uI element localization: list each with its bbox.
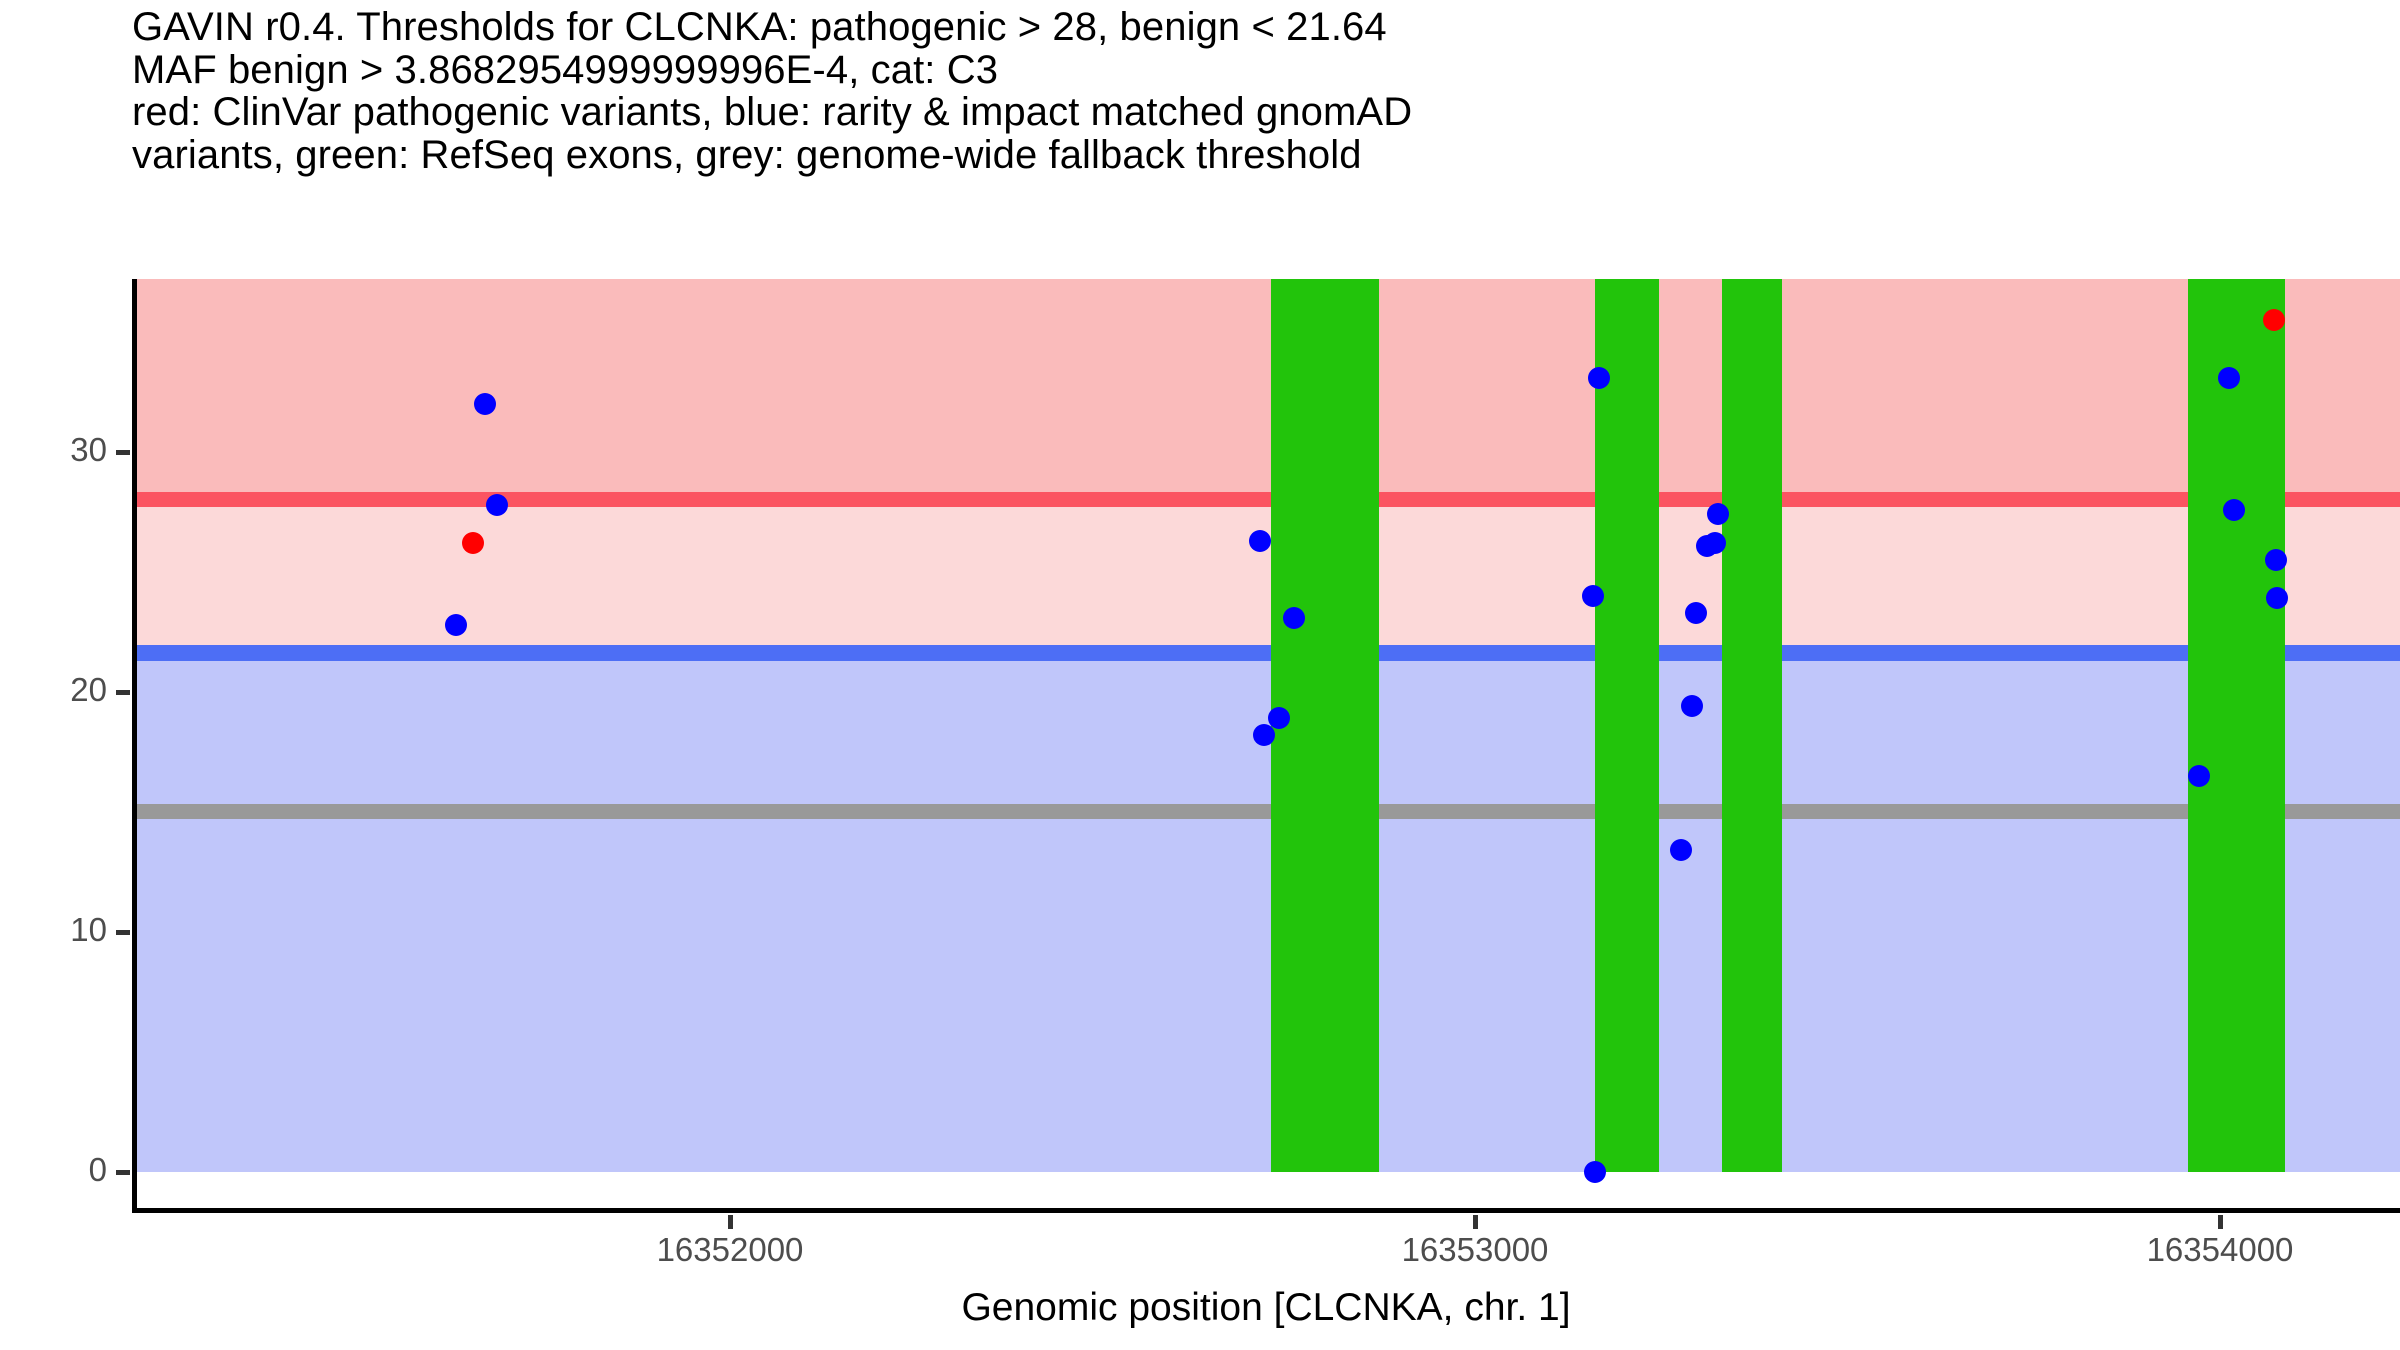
data-point-gnomad[interactable] [1267,707,1290,730]
data-point-gnomad[interactable] [485,493,508,516]
data-point-gnomad[interactable] [2264,549,2287,571]
data-point-gnomad[interactable] [1670,839,1693,862]
band-ambiguous [137,507,2400,653]
y-tick-mark [116,1170,130,1175]
data-point-gnomad[interactable] [1582,585,1605,607]
y-tick-label: 0 [88,1151,107,1188]
plot-panel [132,279,2400,1213]
data-point-pathogenic[interactable] [2263,309,2286,331]
x-tick-label: 16352000 [656,1231,804,1268]
data-point-gnomad[interactable] [2266,587,2289,610]
data-point-gnomad[interactable] [1584,1161,1607,1183]
band-pathogenic [137,279,2400,500]
data-point-gnomad[interactable] [1685,601,1708,624]
y-tick-label: 30 [70,431,107,468]
data-point-gnomad[interactable] [1282,606,1305,629]
y-tick-label: 20 [70,671,107,708]
data-point-gnomad[interactable] [1252,724,1275,747]
exon-bar [1271,279,1380,1172]
data-point-gnomad[interactable] [444,613,467,636]
title-line-4: variants, green: RefSeq exons, grey: gen… [132,132,1362,177]
data-point-gnomad[interactable] [474,393,497,415]
y-tick-mark [116,690,130,695]
title-line-1: GAVIN r0.4. Thresholds for CLCNKA: patho… [132,5,1387,49]
data-point-gnomad[interactable] [1707,503,1730,526]
data-point-gnomad[interactable] [2187,765,2210,787]
title-line-3: red: ClinVar pathogenic variants, blue: … [132,90,1413,134]
y-tick-mark [116,930,130,935]
y-tick-label: 10 [70,911,107,948]
y-tick-mark [116,450,130,455]
x-axis-title: Genomic position [CLCNKA, chr. 1] [961,1286,1571,1329]
x-tick-label: 16354000 [2146,1231,2294,1268]
title-line-2: MAF benign > 3.8682954999999996E-4, cat:… [132,47,999,92]
data-point-pathogenic[interactable] [461,532,484,555]
plot-area [137,279,2400,1213]
chart-title-block: GAVIN r0.4. Thresholds for CLCNKA: patho… [132,6,2332,176]
data-point-gnomad[interactable] [2217,366,2240,389]
data-point-gnomad[interactable] [1588,366,1611,389]
x-tick-mark [728,1215,733,1229]
x-tick-label: 16353000 [1401,1231,1549,1268]
band-pathogenic-threshold-line [137,491,2400,508]
x-tick-mark [1473,1215,1478,1229]
band-fallback-threshold-line [137,803,2400,820]
band-benign-threshold-line [137,645,2400,661]
x-tick-mark [2218,1215,2223,1229]
band-benign [137,660,2400,1172]
exon-bar [2187,279,2285,1172]
exon-bar [1722,279,1782,1172]
data-point-gnomad[interactable] [1703,532,1726,555]
data-point-gnomad[interactable] [2222,498,2245,521]
data-point-gnomad[interactable] [1249,529,1272,552]
exon-bar [1595,279,1659,1172]
data-point-gnomad[interactable] [1681,695,1704,718]
